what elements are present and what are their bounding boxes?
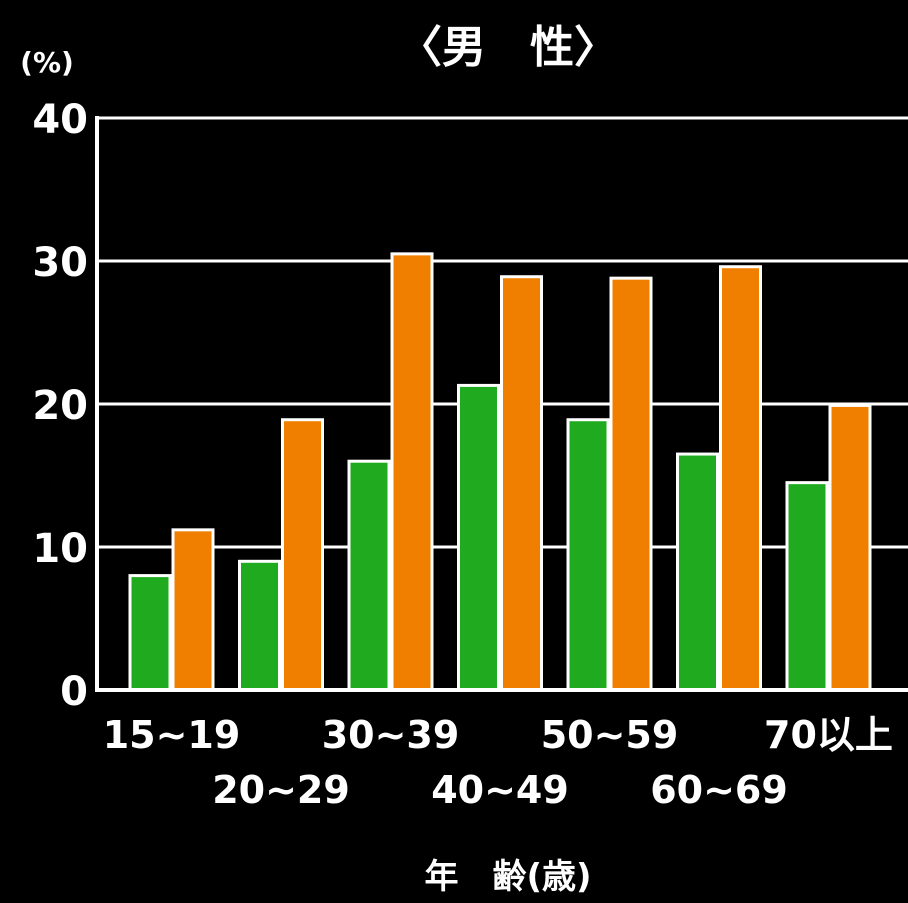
x-category-label: 60~69 [650, 768, 788, 812]
bar [171, 528, 215, 692]
axis-layer [95, 116, 908, 692]
bar [128, 574, 172, 692]
x-axis-label: 年 齢(歳) [424, 857, 591, 897]
y-tick-label: 0 [60, 669, 88, 715]
bar [281, 418, 324, 692]
x-category-label: 40~49 [431, 768, 569, 812]
x-category-label: 15~19 [103, 713, 241, 757]
x-category-label: 50~59 [541, 713, 679, 757]
bar [500, 275, 543, 692]
bar [609, 276, 653, 692]
bar [238, 559, 281, 692]
bar [828, 403, 872, 692]
y-axis-label: (%) [20, 46, 74, 79]
x-category-labels: 15~19 20~29 30~39 40~49 50~59 60~69 70以上 [103, 713, 893, 812]
bar [785, 481, 829, 692]
bar [390, 252, 434, 692]
x-category-label: 20~29 [212, 768, 350, 812]
bar [566, 418, 610, 692]
bar [347, 459, 391, 692]
bars-layer [128, 252, 872, 692]
chart-title: 〈男 性〉 [398, 22, 618, 73]
x-category-label: 70以上 [764, 713, 893, 757]
bar [457, 383, 500, 692]
y-tick-label: 10 [32, 526, 88, 572]
x-category-label: 30~39 [322, 713, 460, 757]
y-tick-label: 30 [32, 240, 88, 286]
bar [676, 452, 719, 692]
y-tick-labels: 0 10 20 30 40 [32, 97, 88, 715]
y-tick-label: 40 [32, 97, 88, 143]
bar [719, 265, 762, 692]
y-tick-label: 20 [32, 383, 88, 429]
